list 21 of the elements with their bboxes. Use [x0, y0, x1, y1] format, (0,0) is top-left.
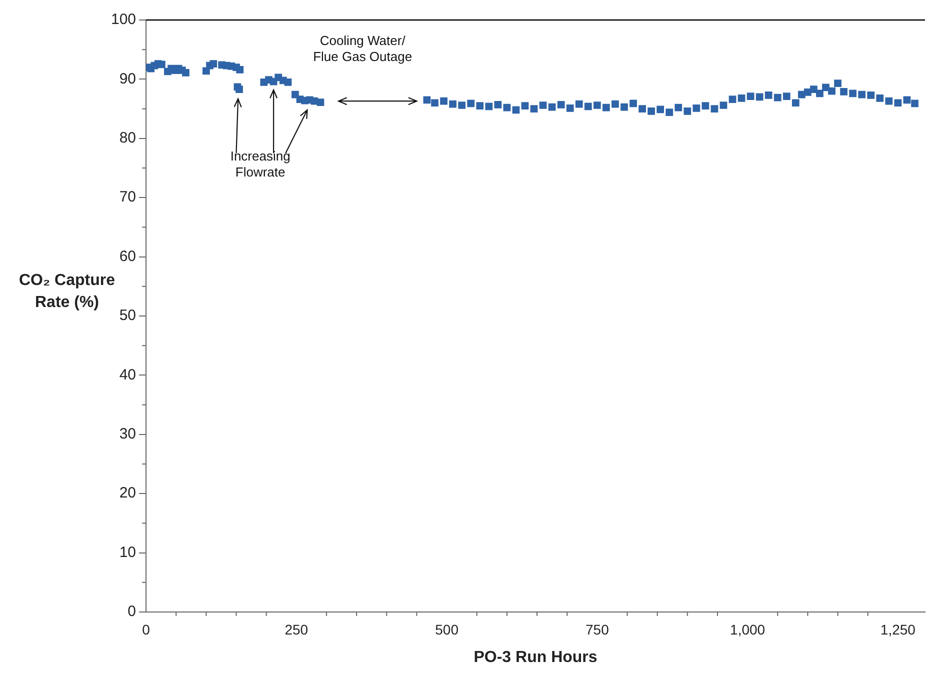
annotation: Cooling Water/ Flue Gas Outage: [313, 33, 412, 64]
y-tick-label: 90: [119, 70, 136, 88]
y-tick-label: 80: [119, 130, 136, 147]
y-axis-title: CO₂ Capture Rate (%): [18, 272, 115, 311]
x-tick-label: 250: [284, 621, 308, 638]
y-tick-label: 30: [119, 426, 136, 443]
x-tick-label: 1,000: [730, 621, 766, 638]
y-tick-label: 0: [128, 603, 136, 620]
y-tick-label: 10: [119, 544, 136, 561]
y-tick-label: 70: [119, 188, 136, 206]
x-tick-label: 500: [435, 621, 459, 638]
y-tick-label: 50: [119, 307, 136, 324]
x-tick-label: 750: [585, 621, 610, 638]
y-tick-label: 100: [110, 11, 136, 28]
y-tick-label: 20: [119, 484, 136, 502]
annotation: Increasing Flowrate: [230, 148, 290, 180]
x-tick-label: 1,250: [880, 621, 916, 638]
y-tick-label: 60: [119, 248, 136, 265]
x-tick-label: 0: [142, 621, 150, 638]
y-tick-label: 40: [119, 366, 136, 384]
x-axis-title: PO-3 Run Hours: [474, 648, 598, 666]
